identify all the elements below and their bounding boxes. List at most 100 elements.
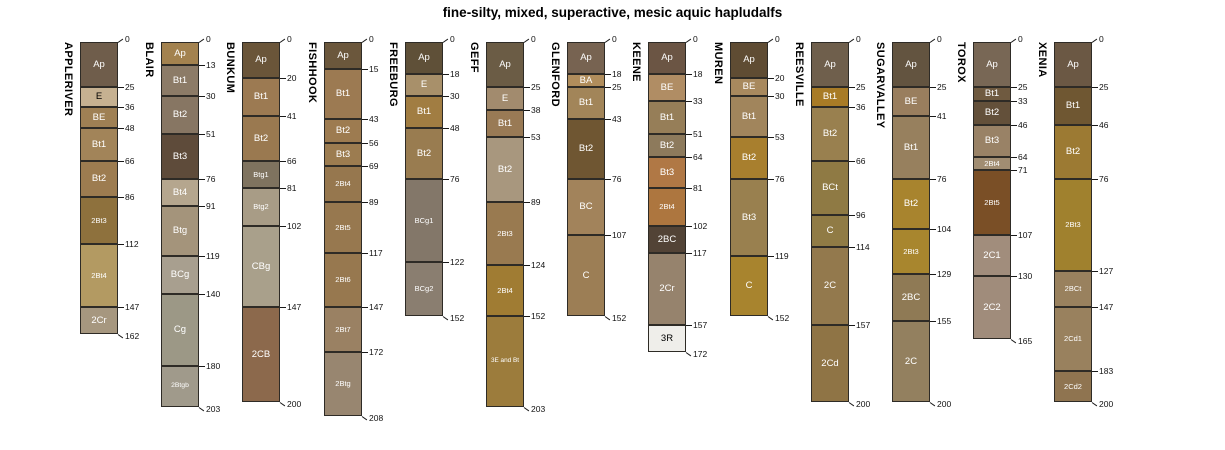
depth-label: 114 xyxy=(856,242,870,252)
horizon-label: Btg1 xyxy=(253,169,269,179)
depth-tick xyxy=(1011,235,1017,236)
horizon-block: Bt1 xyxy=(242,78,280,116)
depth-tick xyxy=(1011,157,1017,158)
horizon-label: C xyxy=(745,280,753,292)
depth-tick xyxy=(280,226,286,227)
horizon-label: Ap xyxy=(743,54,755,66)
depth-label: 102 xyxy=(287,221,302,231)
depth-tick xyxy=(686,101,692,102)
horizon-block: 2CB xyxy=(242,307,280,402)
depth-tick xyxy=(930,116,936,117)
depth-label: 0 xyxy=(287,34,292,44)
horizon-block: BCg1 xyxy=(405,179,443,262)
depth-tick xyxy=(199,96,205,97)
horizon-label: 2Bt3 xyxy=(903,246,919,256)
horizon-label: BE xyxy=(904,95,918,107)
profile-name-bunkum: BUNKUM xyxy=(224,42,236,94)
depth-tick xyxy=(280,307,286,308)
depth-tick xyxy=(605,119,611,120)
profile-name-appleriver: APPLERIVER xyxy=(62,42,74,117)
horizon-block: Bt2 xyxy=(486,137,524,202)
depth-label: 0 xyxy=(937,34,942,44)
depth-tick xyxy=(443,74,449,75)
horizon-block: Bt1 xyxy=(80,128,118,161)
depth-tick xyxy=(929,38,936,43)
depth-label: 76 xyxy=(206,174,216,184)
depth-tick xyxy=(930,229,936,230)
horizon-block: Ap xyxy=(1054,42,1092,87)
depth-tick xyxy=(362,352,368,353)
depth-tick xyxy=(685,352,692,357)
depth-label: 20 xyxy=(287,73,297,83)
horizon-block: Bt1 xyxy=(486,110,524,137)
depth-label: 33 xyxy=(1018,96,1028,106)
horizon-label: 2C2 xyxy=(983,301,1001,313)
profile-name-torox: TOROX xyxy=(955,42,967,83)
depth-tick xyxy=(118,87,124,88)
depth-label: 64 xyxy=(1018,152,1028,162)
horizon-label: Bt1 xyxy=(416,106,432,118)
horizon-block: E xyxy=(486,87,524,110)
horizon-label: BE xyxy=(92,111,106,123)
depth-tick xyxy=(362,143,368,144)
depth-label: 107 xyxy=(612,230,627,240)
horizon-block: Bt2 xyxy=(892,179,930,229)
depth-label: 46 xyxy=(1018,120,1028,130)
horizon-label: Bt1 xyxy=(822,91,838,103)
depth-label: 25 xyxy=(1018,82,1028,92)
depth-label: 53 xyxy=(531,132,541,142)
depth-tick xyxy=(279,38,286,43)
depth-label: 172 xyxy=(369,347,384,357)
horizon-block: Bt4 xyxy=(161,179,199,206)
horizon-label: Ap xyxy=(255,54,267,66)
horizon-block: BA xyxy=(567,74,605,87)
horizon-label: Bt2 xyxy=(984,107,1000,119)
depth-tick xyxy=(362,166,368,167)
depth-label: 119 xyxy=(206,251,220,261)
depth-label: 200 xyxy=(287,399,302,409)
horizon-label: 2Btgb xyxy=(171,382,189,390)
depth-tick xyxy=(768,78,774,79)
depth-label: 122 xyxy=(450,257,465,267)
horizon-block: Bt3 xyxy=(161,134,199,179)
depth-tick xyxy=(1092,87,1098,88)
depth-label: 147 xyxy=(369,302,384,312)
depth-tick xyxy=(524,265,530,266)
soil-column: Ap Bt1 Bt2 Bt3 2Bt4 2Bt5 2Bt6 2Bt7 2Btg xyxy=(324,42,362,416)
depth-label: 13 xyxy=(206,60,216,70)
depth-tick xyxy=(768,137,774,138)
depth-label: 119 xyxy=(775,251,789,261)
depth-tick xyxy=(768,179,774,180)
horizon-label: BCg2 xyxy=(414,284,434,294)
horizon-label: 2Bt4 xyxy=(335,179,351,189)
depth-label: 200 xyxy=(937,399,952,409)
depth-tick xyxy=(117,334,124,339)
depth-tick xyxy=(361,38,368,43)
depth-label: 86 xyxy=(125,192,135,202)
horizon-block: E xyxy=(405,74,443,96)
horizon-block: Btg xyxy=(161,206,199,256)
horizon-label: E xyxy=(501,92,509,104)
horizon-label: BC xyxy=(579,201,593,213)
horizon-label: 2Bt7 xyxy=(335,324,351,334)
horizon-block: Bt2 xyxy=(161,96,199,134)
depth-label: 96 xyxy=(856,210,866,220)
horizon-block: 2Bt3 xyxy=(1054,179,1092,271)
depth-label: 140 xyxy=(206,289,221,299)
horizon-label: Bt2 xyxy=(91,173,107,185)
depth-tick xyxy=(199,134,205,135)
depth-label: 152 xyxy=(775,313,790,323)
depth-label: 147 xyxy=(1099,302,1114,312)
horizon-label: Bt2 xyxy=(741,152,757,164)
depth-label: 129 xyxy=(937,269,952,279)
depth-tick xyxy=(685,38,692,43)
depth-label: 152 xyxy=(531,311,546,321)
horizon-block: Bt3 xyxy=(730,179,768,256)
depth-label: 180 xyxy=(206,361,221,371)
horizon-block: Ap xyxy=(405,42,443,74)
depth-tick xyxy=(443,128,449,129)
depth-label: 112 xyxy=(125,239,139,249)
depth-tick xyxy=(117,38,124,43)
depth-label: 124 xyxy=(531,260,546,270)
depth-tick xyxy=(1011,170,1017,171)
